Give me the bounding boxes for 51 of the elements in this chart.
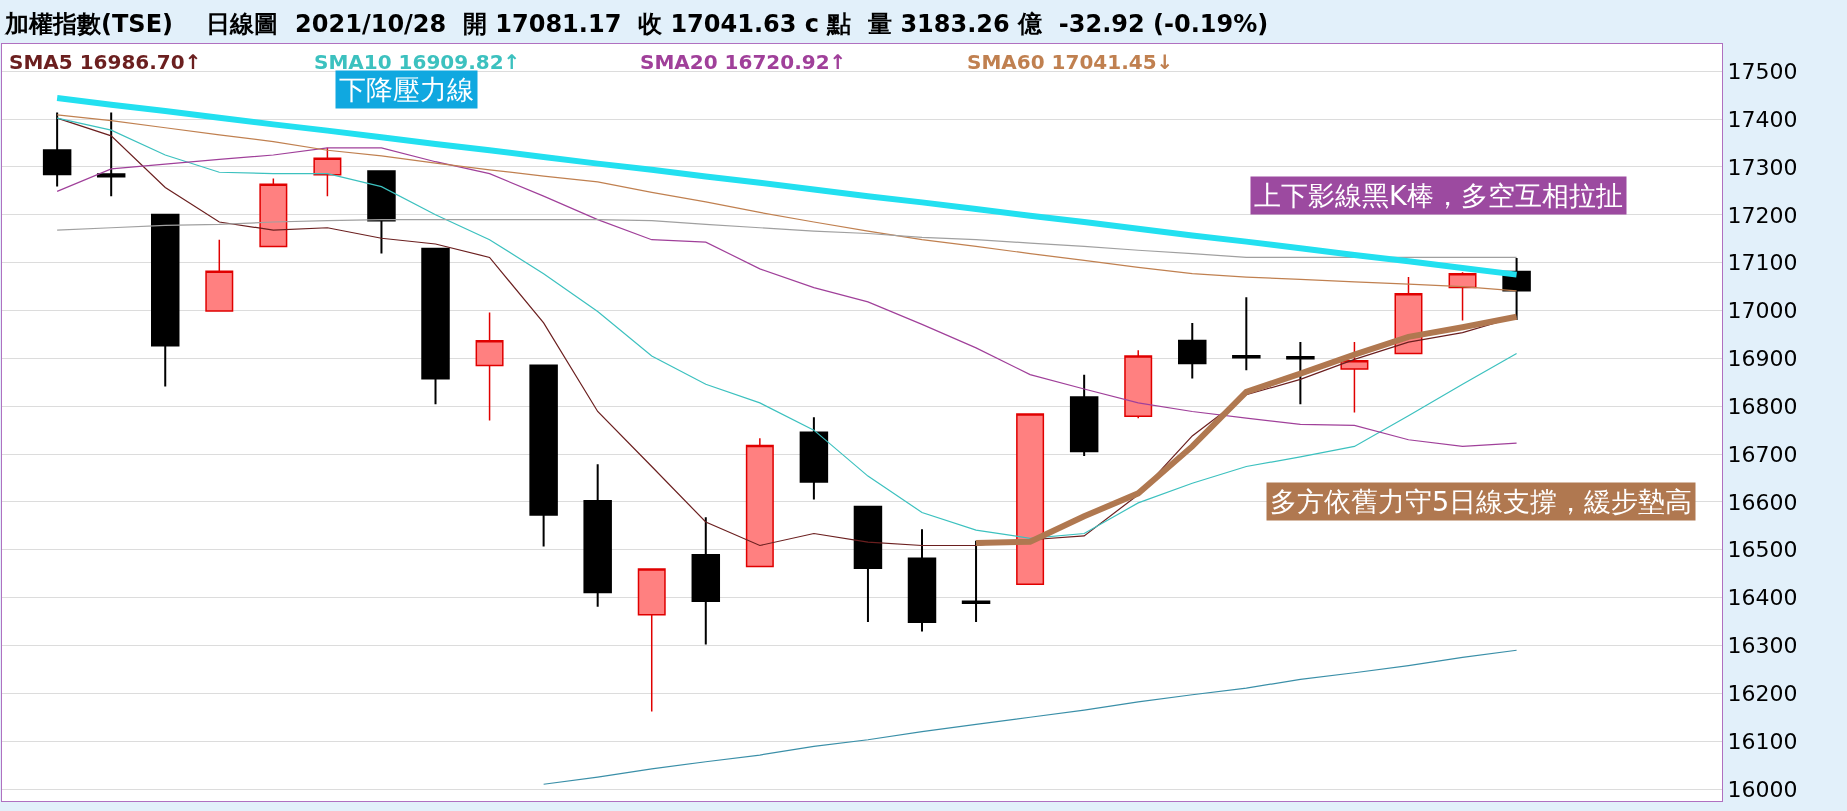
y-tick-label: 17300 <box>1727 154 1798 180</box>
line-series <box>543 649 1518 785</box>
text: SMA10 16909.82↑ <box>314 50 521 74</box>
candlestick <box>1124 349 1153 419</box>
y-tick-label: 16500 <box>1727 537 1798 563</box>
candlestick <box>745 437 774 568</box>
chart-title: 加權指數(TSE) 日線圖 2021/10/28 開 17081.17 收 17041.63 c 點 量 3183.26 億 -32.92 (-0.19%) <box>4 10 1269 38</box>
candlestick <box>1016 413 1045 585</box>
candlestick <box>1178 321 1207 380</box>
y-tick-label: 16600 <box>1727 489 1798 515</box>
y-tick-label: 16200 <box>1727 681 1798 707</box>
y-tick-label: 17100 <box>1727 250 1798 276</box>
y-tick-label: 17500 <box>1727 58 1798 84</box>
candlestick <box>583 463 612 608</box>
candlestick <box>1069 373 1099 457</box>
candlestick <box>313 147 342 197</box>
candlestick <box>205 238 234 312</box>
candlestick <box>799 416 829 501</box>
candlestick <box>367 170 396 255</box>
text: SMA20 16720.92↑ <box>640 50 847 74</box>
y-tick-label: 16000 <box>1727 776 1798 802</box>
candlestick <box>907 528 937 633</box>
candlestick <box>691 516 721 646</box>
candlestick <box>421 247 450 406</box>
candlestick <box>1286 341 1315 406</box>
y-tick-label: 16700 <box>1727 441 1798 467</box>
candlestick <box>961 539 991 624</box>
annotation: 多方依舊力守5日線支撐，緩步墊高 <box>1270 486 1693 517</box>
candlestick <box>529 364 558 548</box>
candlestick <box>151 213 180 388</box>
candlestick <box>853 505 883 624</box>
candlestick <box>1232 296 1261 372</box>
text: SMA5 16986.70↑ <box>9 50 202 74</box>
y-tick-label: 17000 <box>1727 298 1798 324</box>
annotation: 上下影線黑K棒，多空互相拉扯 <box>1254 180 1623 211</box>
text: SMA60 17041.45↓ <box>967 50 1174 74</box>
y-tick-label: 16300 <box>1727 633 1798 659</box>
candlestick <box>259 177 288 248</box>
candlestick <box>42 111 72 188</box>
annotation: 下降壓力線 <box>339 74 474 105</box>
y-tick-label: 17400 <box>1727 106 1798 132</box>
y-tick-label: 16100 <box>1727 728 1798 754</box>
y-tick-label: 16400 <box>1727 585 1798 611</box>
y-tick-label: 17200 <box>1727 202 1798 228</box>
candlestick <box>96 111 126 198</box>
candlestick <box>637 568 666 713</box>
y-tick-label: 16800 <box>1727 393 1798 419</box>
candlestick <box>1340 341 1369 414</box>
candlestick <box>475 311 504 422</box>
y-tick-label: 16900 <box>1727 346 1798 372</box>
line-series <box>56 219 1518 259</box>
